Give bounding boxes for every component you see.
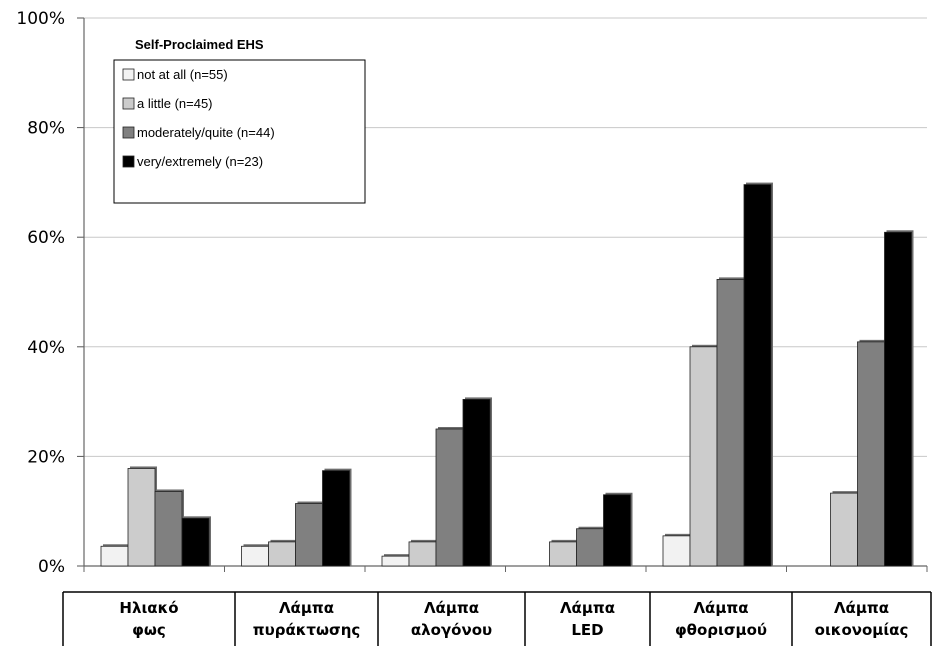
bar: [857, 341, 885, 567]
legend-swatch: [122, 126, 135, 139]
category-label: φθορισμού: [675, 621, 767, 639]
y-tick-label: 0%: [38, 557, 65, 577]
bars: [100, 182, 914, 567]
bar: [716, 278, 745, 567]
bar: [268, 541, 296, 567]
category-label: Λάμπα: [560, 599, 615, 617]
category-label: φως: [132, 621, 166, 639]
bar: [549, 541, 577, 567]
category-label: Λάμπα: [279, 599, 334, 617]
bar: [127, 468, 156, 567]
bar: [743, 184, 772, 567]
legend-entry-label: very/extremely (n=23): [137, 154, 263, 169]
category-label: αλογόνου: [411, 621, 492, 639]
category-label: Λάμπα: [424, 599, 479, 617]
y-tick-label: 20%: [27, 447, 65, 467]
bar: [662, 535, 691, 567]
legend: Self-Proclaimed EHS not at all (n=55) a li…: [113, 37, 366, 204]
bar: [435, 428, 464, 567]
bar: [689, 346, 718, 567]
bar: [181, 517, 210, 567]
y-tick-label: 40%: [27, 338, 65, 358]
bar: [154, 491, 183, 567]
category-label: Λάμπα: [693, 599, 748, 617]
y-tick-label: 80%: [27, 119, 65, 139]
legend-title: Self-Proclaimed EHS: [135, 37, 264, 52]
legend-swatch: [122, 97, 135, 110]
bar: [884, 231, 912, 567]
bar: [462, 399, 491, 567]
y-tick-label: 60%: [27, 228, 65, 248]
category-label: οικονομίας: [815, 621, 909, 639]
legend-entry-label: a little (n=45): [137, 96, 213, 111]
category-label: πυράκτωσης: [253, 621, 361, 639]
legend-swatch: [122, 68, 135, 81]
category-table: Ηλιακό φως Λάμπα πυράκτωσης Λάμπα αλογόνου Λάμ…: [62, 591, 932, 646]
bar: [830, 492, 858, 567]
category-label: Λάμπα: [834, 599, 889, 617]
bar: [381, 555, 410, 567]
legend-entry-label: moderately/quite (n=44): [137, 125, 275, 140]
bar: [576, 528, 604, 567]
legend-entry-label: not at all (n=55): [137, 67, 228, 82]
bar: [241, 545, 269, 567]
bar: [295, 503, 323, 567]
category-label: LED: [571, 621, 603, 639]
legend-box: [113, 59, 366, 204]
bar: [100, 545, 129, 567]
bar: [322, 470, 350, 567]
y-tick-label: 100%: [16, 9, 65, 29]
bar: [408, 541, 437, 567]
y-axis: 0% 20% 40% 60% 80% 100%: [16, 9, 928, 577]
bar: [603, 494, 631, 567]
legend-swatch: [122, 155, 135, 168]
category-label: Ηλιακό: [119, 599, 178, 617]
